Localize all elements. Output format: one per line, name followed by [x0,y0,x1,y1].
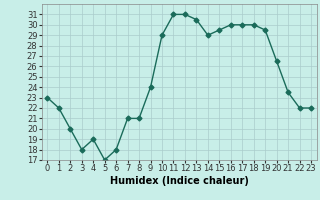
X-axis label: Humidex (Indice chaleur): Humidex (Indice chaleur) [110,176,249,186]
